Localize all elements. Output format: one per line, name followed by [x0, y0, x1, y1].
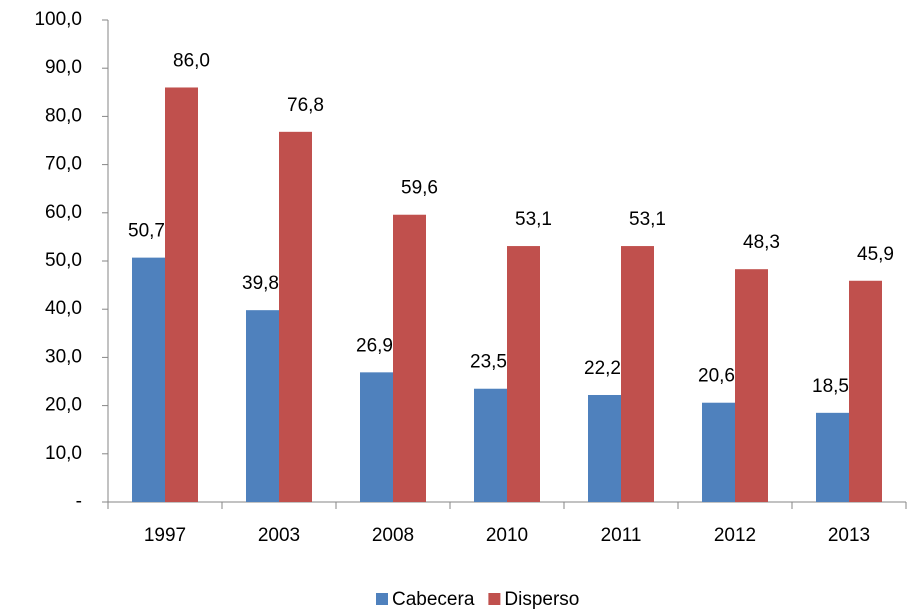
- data-label: 22,2: [584, 358, 621, 379]
- data-label: 86,0: [173, 50, 210, 71]
- y-tick-label: 100,0: [34, 9, 82, 30]
- bar: [507, 246, 540, 502]
- data-label: 53,1: [515, 209, 552, 230]
- y-tick-label: 30,0: [45, 346, 82, 367]
- x-tick-label: 2008: [372, 525, 414, 546]
- data-label: 18,5: [812, 376, 849, 397]
- x-tick-label: 2013: [828, 525, 870, 546]
- legend-swatch: [376, 593, 388, 605]
- legend-swatch: [488, 593, 501, 605]
- bar: [165, 87, 198, 502]
- y-tick-label: 50,0: [45, 250, 82, 271]
- data-label: 76,8: [287, 95, 324, 116]
- bar: [279, 131, 312, 502]
- bar: [393, 214, 426, 502]
- legend-label: Disperso: [504, 589, 579, 610]
- y-tick-label: 90,0: [45, 57, 82, 78]
- data-label: 59,6: [401, 178, 438, 199]
- bar: [849, 280, 882, 502]
- data-label: 20,6: [698, 366, 735, 387]
- bar: [474, 388, 507, 502]
- y-tick-label: -: [76, 491, 82, 512]
- x-tick-label: 2003: [258, 525, 300, 546]
- bar: [735, 269, 768, 502]
- bar: [621, 246, 654, 502]
- bar: [246, 310, 279, 502]
- y-tick-label: 10,0: [45, 443, 82, 464]
- data-label: 50,7: [128, 221, 165, 242]
- data-label: 53,1: [629, 209, 666, 230]
- data-label: 23,5: [470, 352, 507, 373]
- y-tick-label: 40,0: [45, 298, 82, 319]
- data-label: 48,3: [743, 232, 780, 253]
- bar: [588, 394, 621, 502]
- y-tick-label: 80,0: [45, 105, 82, 126]
- x-tick-label: 2011: [601, 525, 642, 546]
- x-tick-label: 1997: [144, 525, 186, 546]
- legend-label: Cabecera: [392, 589, 475, 610]
- data-label: 26,9: [356, 335, 393, 356]
- x-tick-label: 2012: [714, 525, 756, 546]
- data-label: 45,9: [857, 244, 894, 265]
- data-label: 39,8: [242, 273, 279, 294]
- bar: [702, 402, 735, 502]
- bar: [360, 372, 393, 502]
- y-tick-label: 20,0: [45, 395, 82, 416]
- y-tick-label: 70,0: [45, 154, 82, 175]
- y-tick-label: 60,0: [45, 202, 82, 223]
- bar: [816, 412, 849, 502]
- x-tick-label: 2010: [486, 525, 528, 546]
- bar: [132, 257, 165, 502]
